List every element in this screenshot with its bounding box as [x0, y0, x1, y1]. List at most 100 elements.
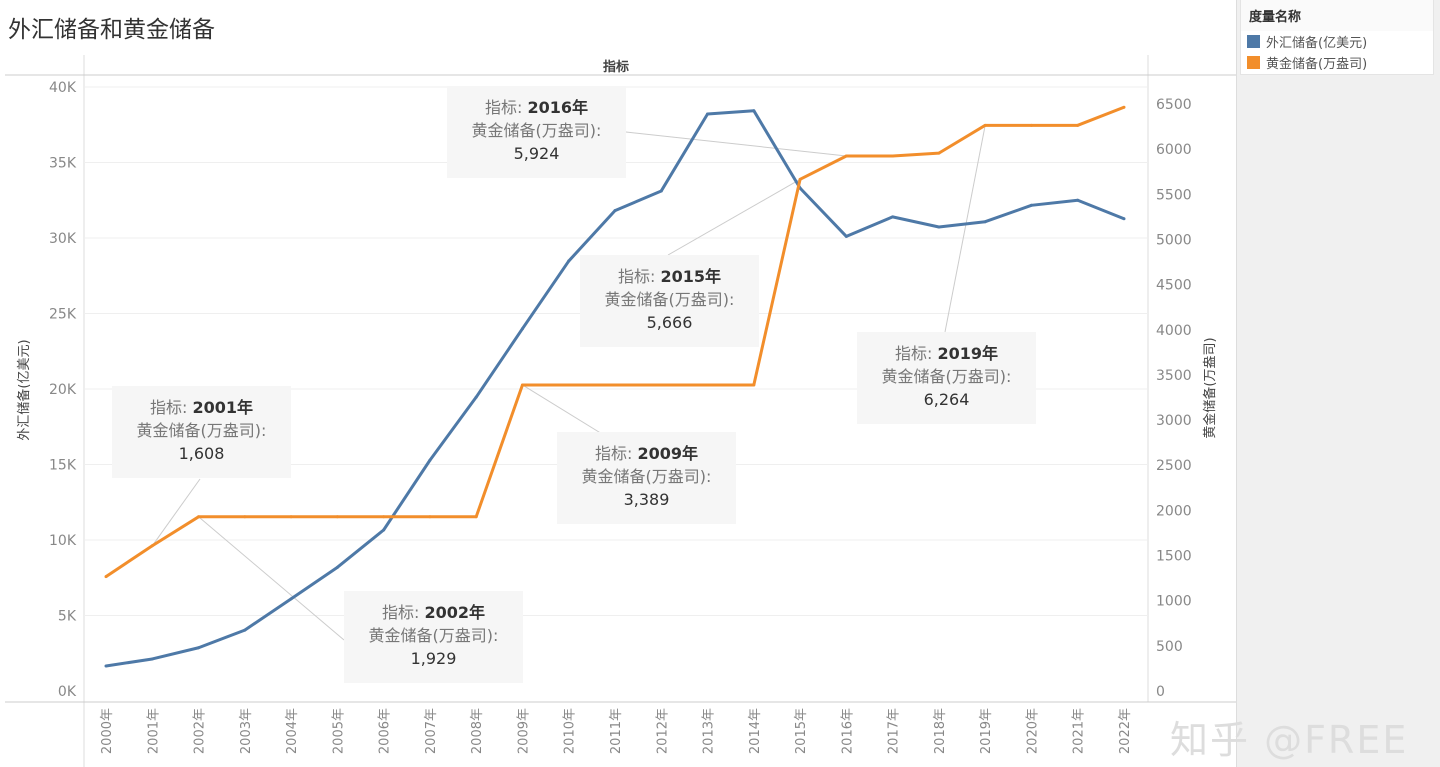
annotation-key: 指标: [149, 398, 188, 417]
annotation-key: 指标: [617, 267, 656, 286]
data-point-1 [428, 515, 432, 519]
data-point-0 [335, 565, 339, 569]
annotation-2001年: 指标: 2001年 黄金储备(万盎司): 1,608 [112, 386, 291, 478]
data-point-1 [520, 383, 524, 387]
data-point-1 [335, 515, 339, 519]
x-tick: 2020年 [1025, 708, 1040, 754]
annotation-key: 指标: [484, 98, 523, 117]
annotation-year: 2002年 [424, 603, 486, 622]
data-point-1 [659, 383, 663, 387]
annotation-year: 2009年 [637, 444, 699, 463]
y-tick-left: 5K [58, 609, 77, 625]
data-point-1 [474, 515, 478, 519]
y-tick-left: 15K [49, 458, 77, 474]
data-point-1 [1029, 123, 1033, 127]
data-point-1 [567, 383, 571, 387]
annotation-2016年: 指标: 2016年 黄金储备(万盎司): 5,924 [447, 86, 626, 178]
y-tick-left: 0K [58, 684, 77, 700]
data-point-1 [382, 515, 386, 519]
annotation-key: 指标: [381, 603, 420, 622]
annotation-connector [198, 516, 345, 641]
x-tick: 2008年 [470, 708, 485, 754]
x-tick: 2016年 [840, 708, 855, 754]
data-point-0 [659, 189, 663, 193]
data-point-0 [844, 234, 848, 238]
annotation-value: 1,929 [410, 649, 457, 668]
x-tick: 2006年 [378, 708, 393, 754]
data-point-0 [1076, 198, 1080, 202]
annotation-value: 3,389 [623, 490, 670, 509]
annotation-connector [944, 125, 986, 333]
x-tick: 2005年 [331, 708, 346, 754]
y-tick-right: 3000 [1156, 413, 1192, 429]
y-tick-right: 2000 [1156, 503, 1192, 519]
data-point-1 [844, 154, 848, 158]
y-tick-right: 6500 [1156, 97, 1192, 113]
legend-item-forex[interactable]: 外汇储备(亿美元) [1241, 31, 1433, 52]
data-point-0 [567, 259, 571, 263]
data-point-1 [150, 544, 154, 548]
x-tick: 2012年 [655, 708, 670, 754]
data-point-0 [428, 458, 432, 462]
annotation-2019年: 指标: 2019年 黄金储备(万盎司): 6,264 [857, 332, 1036, 424]
column-header: 指标 [603, 59, 629, 75]
x-tick: 2003年 [239, 708, 254, 754]
data-point-0 [613, 209, 617, 213]
y-tick-right: 6000 [1156, 142, 1192, 158]
data-point-1 [706, 383, 710, 387]
y-tick-right: 4500 [1156, 278, 1192, 294]
data-point-0 [937, 225, 941, 229]
legend-title: 度量名称 [1241, 0, 1433, 31]
legend: 度量名称 外汇储备(亿美元) 黄金储备(万盎司) [1240, 0, 1434, 75]
data-point-1 [1122, 105, 1126, 109]
x-tick: 2015年 [794, 708, 809, 754]
y-axis-left-label: 外汇储备(亿美元) [16, 339, 32, 440]
data-point-0 [474, 395, 478, 399]
chart-area: 指标 0K 5K 10K 15K 20K 25K 30K 35K 40K 0 500 1000 1500 2… [5, 55, 1236, 767]
annotation-year: 2019年 [937, 344, 999, 363]
data-point-0 [706, 112, 710, 116]
annotation-measure: 黄金储备(万盎司): [471, 121, 602, 140]
y-tick-right: 3500 [1156, 368, 1192, 384]
x-tick: 2002年 [193, 708, 208, 754]
annotation-value: 5,666 [646, 313, 693, 332]
data-point-1 [243, 515, 247, 519]
annotation-year: 2015年 [660, 267, 722, 286]
y-tick-left: 30K [49, 231, 77, 247]
annotation-connector [625, 131, 847, 157]
x-tick: 2001年 [146, 708, 161, 754]
data-point-0 [243, 628, 247, 632]
y-tick-left: 35K [49, 156, 77, 172]
watermark: 知乎 @FREE [1170, 718, 1409, 762]
data-point-0 [104, 664, 108, 668]
legend-label: 外汇储备(亿美元) [1266, 36, 1368, 51]
annotation-year: 2016年 [527, 98, 589, 117]
y-tick-left: 40K [49, 80, 77, 96]
x-tick: 2011年 [609, 708, 624, 754]
data-point-1 [891, 154, 895, 158]
x-tick: 2021年 [1072, 708, 1087, 754]
data-point-1 [197, 515, 201, 519]
data-point-1 [798, 177, 802, 181]
annotation-key: 指标: [894, 344, 933, 363]
x-tick: 2014年 [748, 708, 763, 754]
annotation-connector [151, 478, 201, 547]
data-point-1 [289, 515, 293, 519]
annotation-measure: 黄金储备(万盎司): [136, 421, 267, 440]
legend-item-gold[interactable]: 黄金储备(万盎司) [1241, 52, 1433, 73]
annotation-value: 6,264 [923, 390, 970, 409]
x-tick: 2010年 [563, 708, 578, 754]
x-tick: 2018年 [933, 708, 948, 754]
data-point-0 [752, 109, 756, 113]
y-tick-right: 5500 [1156, 187, 1192, 203]
annotation-measure: 黄金储备(万盎司): [368, 626, 499, 645]
data-point-1 [1076, 123, 1080, 127]
y-axis-right-label: 黄金储备(万盎司) [1202, 337, 1218, 438]
annotation-value: 1,608 [178, 444, 225, 463]
data-point-1 [613, 383, 617, 387]
data-point-0 [150, 657, 154, 661]
data-point-0 [520, 327, 524, 331]
data-point-0 [983, 220, 987, 224]
data-point-0 [289, 597, 293, 601]
y-tick-left: 20K [49, 382, 77, 398]
